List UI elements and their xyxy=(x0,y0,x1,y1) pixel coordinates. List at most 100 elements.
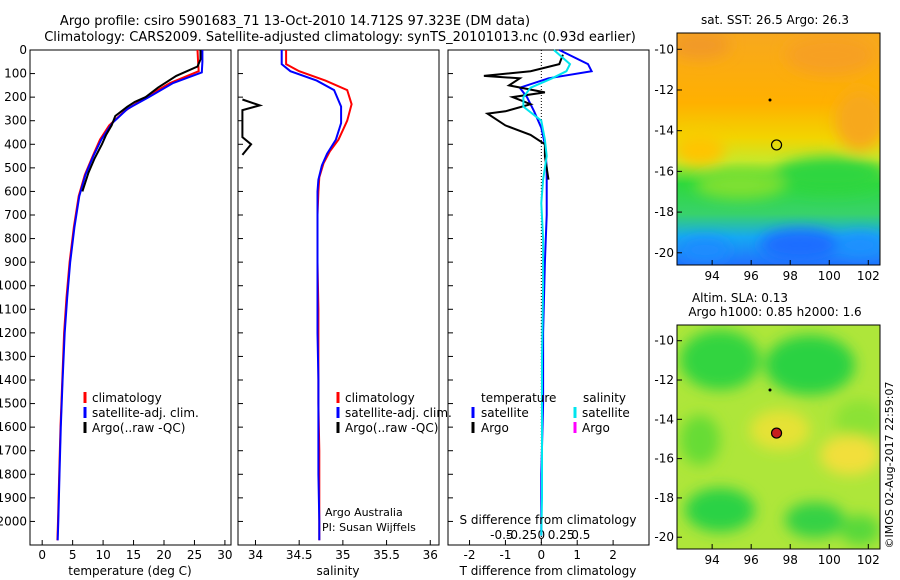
s-diff-tick-label: -0.5 xyxy=(490,528,513,542)
difference-panel: -2 -1 0 1 2-0.5-0.25 0 0.250.5 temperature sali… xyxy=(447,49,650,578)
depth-tick-label: 800 xyxy=(4,232,27,246)
depth-tick-label: 100 xyxy=(4,67,27,81)
depth-tick-label: 300 xyxy=(4,114,27,128)
t-difference-label: T difference from climatology xyxy=(459,564,637,578)
difference-line-1 xyxy=(483,54,564,180)
legend-label: Argo xyxy=(582,421,610,435)
sal-tick-label: 34.5 xyxy=(286,548,313,562)
temperature-line-0 xyxy=(56,49,200,541)
legend-title-temperature: temperature xyxy=(481,391,556,405)
map-y-tick-label: -12 xyxy=(654,373,674,387)
title-line-2: Climatology: CARS2009. Satellite-adjuste… xyxy=(44,30,636,45)
legend-label: Argo(..raw -QC) xyxy=(92,421,185,435)
t-diff-tick-label: 0 xyxy=(538,548,546,562)
salinity-panel: 34 34.5 35 35.5 36 climatologysatellite-adj.… xyxy=(237,49,452,578)
sst-heatmap xyxy=(677,33,880,265)
temp-tick-label: 15 xyxy=(126,548,141,562)
difference-series xyxy=(483,49,594,536)
sla-heatmap xyxy=(677,325,880,549)
temperature-line-2 xyxy=(81,50,202,192)
map-x-tick-label: 100 xyxy=(818,553,841,567)
temp-tick-label: 10 xyxy=(95,548,110,562)
depth-tick-label: 900 xyxy=(4,255,27,269)
t-diff-tick-label: 2 xyxy=(609,548,617,562)
temp-tick-label: 30 xyxy=(217,548,232,562)
depth-tick-label: 1600 xyxy=(0,420,27,434)
difference-line-0 xyxy=(518,49,594,536)
depth-tick-label: 600 xyxy=(4,184,27,198)
map-x-tick-label: 98 xyxy=(783,553,798,567)
depth-tick-label: 1100 xyxy=(0,302,27,316)
sal-tick-label: 35.5 xyxy=(373,548,400,562)
map-y-tick-label: -14 xyxy=(654,412,674,426)
imos-credit: ©IMOS 02-Aug-2017 22:59:07 xyxy=(883,382,896,549)
depth-tick-label: 2000 xyxy=(0,514,27,528)
temperature-panel: 0100200300400500600700800900100011001200… xyxy=(0,43,233,578)
legend-label: Argo(..raw -QC) xyxy=(345,421,438,435)
sla-argo-marker xyxy=(770,427,783,439)
sst-float-track-dot xyxy=(768,98,772,102)
temperature-line-1 xyxy=(56,50,204,541)
temp-tick-label: 5 xyxy=(69,548,77,562)
legend-label: satellite-adj. clim. xyxy=(345,406,452,420)
sla-map-frame xyxy=(676,324,881,550)
depth-tick-label: 1900 xyxy=(0,491,27,505)
s-diff-tick-label: 0.5 xyxy=(571,528,590,542)
map-x-tick-label: 94 xyxy=(704,269,719,283)
title-line-1: Argo profile: csiro 5901683_71 13-Oct-20… xyxy=(60,14,530,29)
depth-tick-label: 1700 xyxy=(0,444,27,458)
map-y-tick-label: -10 xyxy=(654,334,674,348)
depth-tick-label: 0 xyxy=(19,43,27,57)
legend-title-salinity: salinity xyxy=(583,391,626,405)
temperature-plot-frame xyxy=(29,49,232,546)
sst-map-panel: sat. SST: 26.5 Argo: 26.3 94 96 98 100 102 -1… xyxy=(654,13,881,283)
depth-tick-label: 500 xyxy=(4,161,27,175)
map-x-tick-label: 96 xyxy=(744,269,759,283)
legend-label: satellite xyxy=(481,406,529,420)
map-y-tick-label: -20 xyxy=(654,246,674,260)
temp-tick-label: 20 xyxy=(156,548,171,562)
temp-tick-label: 25 xyxy=(187,548,202,562)
legend-label: climatology xyxy=(92,391,162,405)
sst-map-title: sat. SST: 26.5 Argo: 26.3 xyxy=(701,13,849,27)
difference-x-axis: -2 -1 0 1 2-0.5-0.25 0 0.250.5 xyxy=(448,49,617,562)
depth-tick-label: 1000 xyxy=(0,279,27,293)
temperature-series xyxy=(56,49,204,541)
depth-tick-label: 1200 xyxy=(0,326,27,340)
depth-tick-label: 700 xyxy=(4,208,27,222)
salinity-line-2 xyxy=(241,98,264,156)
salinity-plot-frame xyxy=(237,49,440,546)
s-diff-tick-label: 0.25 xyxy=(548,528,575,542)
t-diff-tick-label: -2 xyxy=(464,548,476,562)
sla-float-track-dot xyxy=(768,388,772,392)
sla-map-title-line-2: Argo h1000: 0.85 h2000: 1.6 xyxy=(688,305,861,319)
map-y-tick-label: -20 xyxy=(654,530,674,544)
depth-tick-label: 1800 xyxy=(0,467,27,481)
sla-map-title-line-1: Altim. SLA: 0.13 xyxy=(692,291,788,305)
sst-map-axes: 94 96 98 100 102 -10 -12 -14 -16 -18 -20 xyxy=(654,42,879,283)
map-x-tick-label: 96 xyxy=(744,553,759,567)
map-x-tick-label: 102 xyxy=(857,553,880,567)
sal-tick-label: 34 xyxy=(248,548,263,562)
map-y-tick-label: -18 xyxy=(654,491,674,505)
salinity-annotation-line-1: Argo Australia xyxy=(325,506,403,519)
salinity-xlabel: salinity xyxy=(316,564,359,578)
map-x-tick-label: 94 xyxy=(704,553,719,567)
s-difference-label: S difference from climatology xyxy=(460,513,637,527)
depth-tick-label: 1500 xyxy=(0,397,27,411)
sst-map-frame xyxy=(676,32,881,266)
salinity-x-axis: 34 34.5 35 35.5 36 xyxy=(248,540,438,562)
sal-tick-label: 36 xyxy=(423,548,438,562)
salinity-line-1 xyxy=(280,50,343,541)
depth-tick-label: 1300 xyxy=(0,349,27,363)
temperature-x-axis: 0 5 10 15 20 25 30 xyxy=(38,540,233,562)
map-x-tick-label: 100 xyxy=(818,269,841,283)
sla-map-panel: Altim. SLA: 0.13 Argo h1000: 0.85 h2000:… xyxy=(654,291,881,567)
legend-label: satellite-adj. clim. xyxy=(92,406,199,420)
map-y-tick-label: -10 xyxy=(654,42,674,56)
sst-argo-marker xyxy=(770,139,783,151)
depth-tick-label: 1400 xyxy=(0,373,27,387)
